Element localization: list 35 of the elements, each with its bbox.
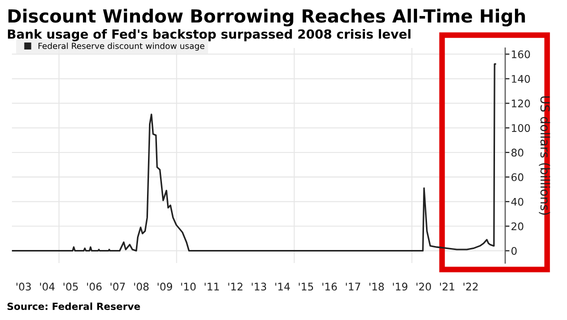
y-tick-label: 100 — [512, 124, 530, 132]
legend-label: Federal Reserve discount window usage — [38, 42, 204, 51]
source-note: Source: Federal Reserve — [8, 302, 140, 310]
y-tick-label: 80 — [511, 148, 524, 157]
x-tick-label: '22 — [464, 282, 478, 290]
y-tick-label: 40 — [511, 198, 524, 206]
x-tick-label: '14 — [275, 282, 290, 290]
y-tick-label: 20 — [512, 222, 524, 230]
y-axis-title: US dollars (billions) — [538, 96, 550, 215]
x-tick-label: '11 — [204, 282, 219, 290]
x-tick-label: '18 — [369, 282, 384, 291]
x-tick-label: '12 — [228, 282, 242, 290]
x-tick-label: '08 — [134, 282, 149, 291]
x-tick-label: '13 — [252, 282, 266, 291]
x-tick-label: '16 — [322, 282, 337, 291]
x-tick-label: '19 — [392, 282, 408, 291]
x-tick-label: '03 — [16, 282, 31, 291]
x-tick-label: '20 — [416, 282, 431, 291]
chart-subtitle: Bank usage of Fed's backstop surpassed 2008 crisis level — [8, 29, 410, 42]
x-tick-label: '06 — [87, 282, 102, 291]
x-tick-label: '17 — [346, 282, 360, 290]
y-tick-label: 160 — [512, 50, 530, 58]
x-tick-label: '05 — [64, 282, 78, 291]
x-tick-label: '04 — [40, 282, 55, 291]
x-tick-label: '15 — [298, 282, 314, 291]
y-tick-label: 0 — [511, 246, 517, 255]
line-series — [12, 63, 496, 252]
chart-title: Discount Window Borrowing Reaches All-Time High — [8, 8, 525, 26]
y-tick-label: 60 — [511, 173, 524, 182]
y-tick-label: 140 — [512, 74, 530, 83]
y-tick-label: 120 — [512, 100, 530, 108]
x-tick-label: '07 — [110, 282, 125, 291]
x-tick-label: '10 — [181, 282, 196, 291]
x-tick-label: '09 — [158, 282, 172, 291]
x-tick-label: '21 — [440, 282, 454, 290]
